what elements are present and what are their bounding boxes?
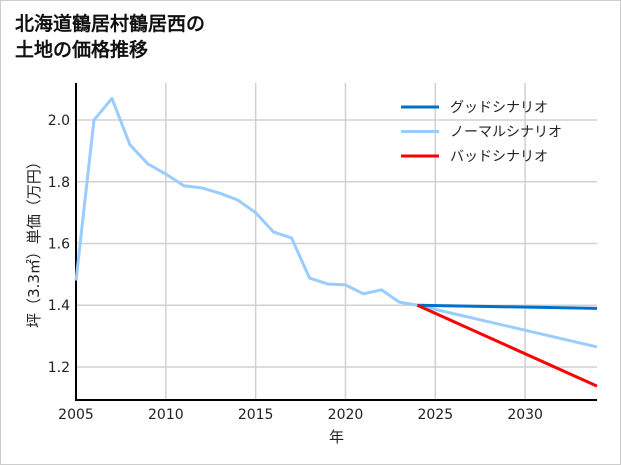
x-tick-label: 2005	[58, 407, 94, 423]
y-tick-label: 1.2	[48, 360, 70, 376]
chart-title: 北海道鶴居村鶴居西の 土地の価格推移	[15, 13, 206, 61]
x-tick-label: 2015	[238, 407, 274, 423]
y-tick-label: 1.6	[48, 237, 70, 253]
x-tick-label: 2010	[148, 407, 184, 423]
x-tick-label: 2030	[507, 407, 543, 423]
x-tick-label: 2020	[328, 407, 364, 423]
legend-label: グッドシナリオ	[450, 100, 548, 116]
series-line-0	[417, 303, 598, 310]
y-axis-label: 坪（3.3㎡）単価（万円）	[25, 154, 43, 328]
y-tick-label: 1.8	[48, 175, 70, 191]
y-tick-label: 2.0	[48, 113, 70, 129]
x-tick-label: 2025	[417, 407, 453, 423]
series-line-2	[416, 303, 598, 388]
legend-label: ノーマルシナリオ	[450, 125, 562, 141]
series-line-1	[74, 96, 598, 349]
x-axis-label: 年	[329, 428, 344, 446]
y-tick-label: 1.4	[48, 298, 70, 314]
legend-label: バッドシナリオ	[450, 149, 548, 165]
